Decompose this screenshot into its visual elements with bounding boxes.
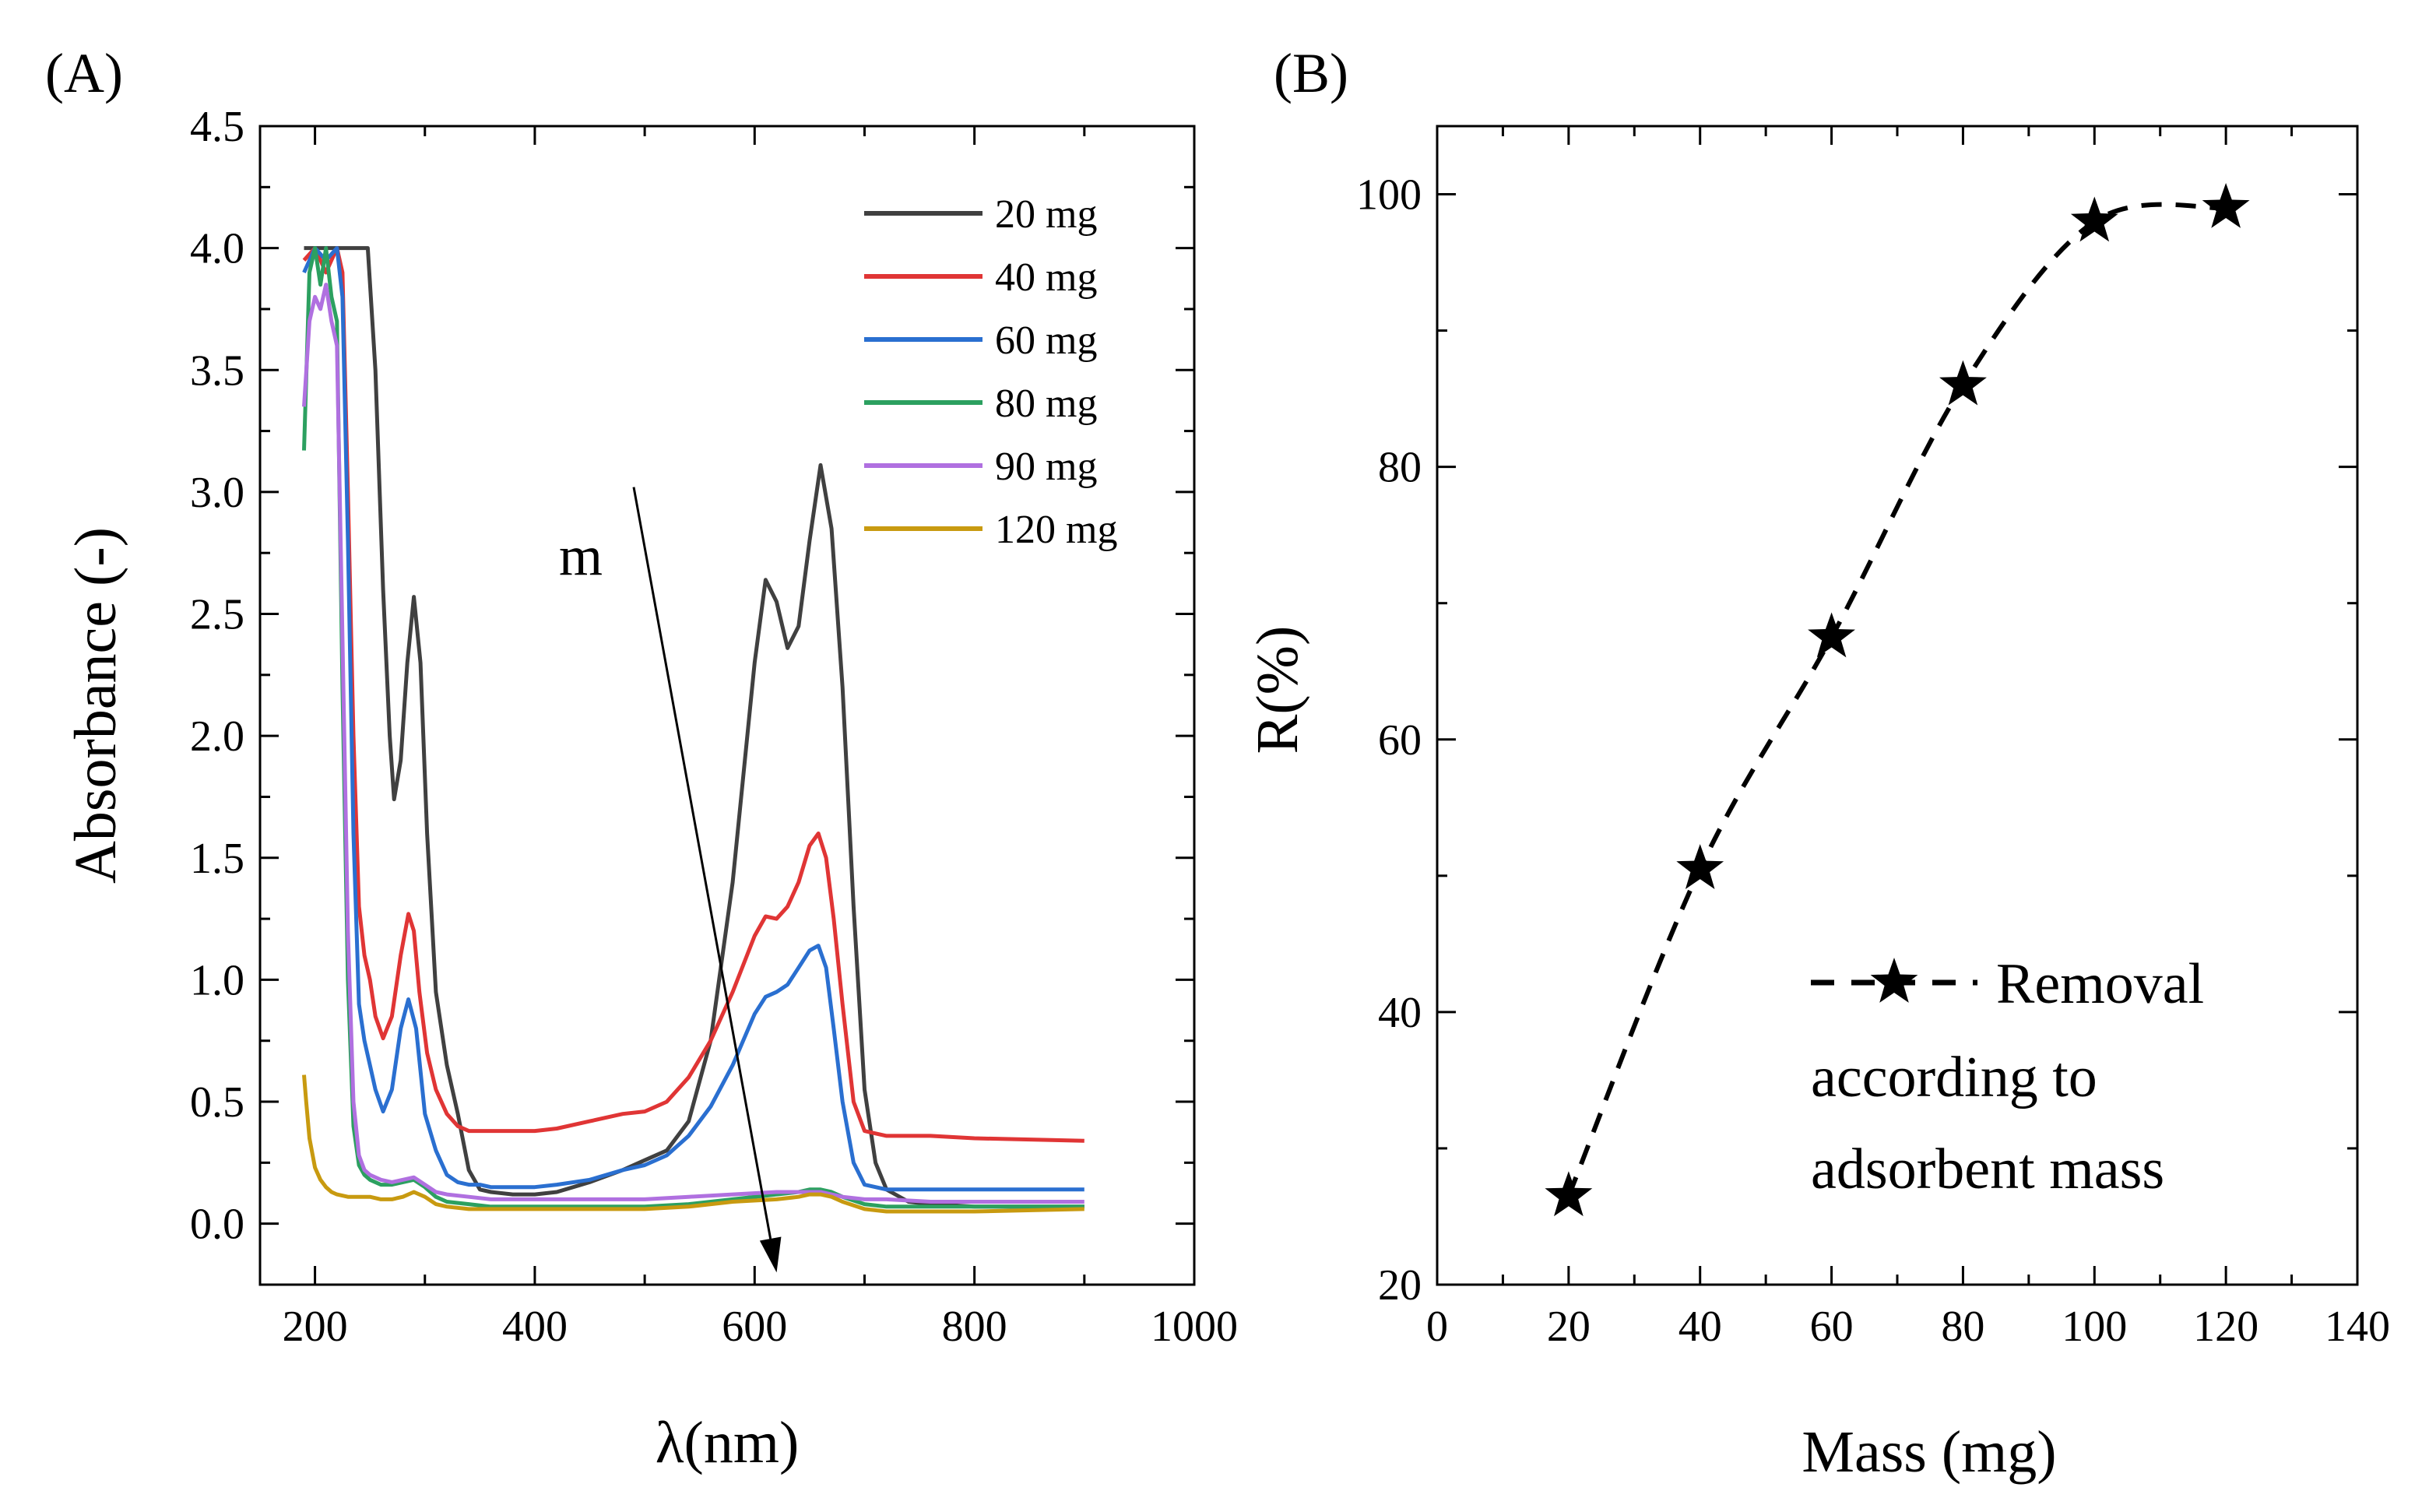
legend-star-marker (1870, 958, 1918, 1003)
y-tick-label-b: 40 (1378, 989, 1422, 1037)
legend-text-line-3: adsorbent mass (1811, 1138, 2164, 1201)
y-tick-label-b: 100 (1356, 171, 1422, 220)
series-line-40-mg (302, 246, 1084, 1143)
x-tick-label-b: 140 (2325, 1303, 2390, 1351)
legend-text-line-1: Removal (1996, 952, 2204, 1016)
y-tick-label-a: 4.0 (190, 225, 244, 273)
panel-a-series (302, 246, 1084, 1214)
x-tick-label-a: 600 (722, 1303, 787, 1351)
x-tick-label-a: 1000 (1151, 1303, 1238, 1351)
legend-label-20-mg: 20 mg (995, 192, 1097, 237)
panel-a-legend: 20 mg 40 mg 60 mg 80 mg 90 mg 120 mg (864, 192, 1117, 552)
panel-a-y-title: Absorbance (-) (63, 527, 128, 884)
panel-b-plot-frame (1436, 125, 2359, 1286)
legend-label-80-mg: 80 mg (995, 382, 1097, 426)
removal-star-point (1676, 844, 1724, 889)
removal-star-point (1545, 1171, 1593, 1217)
series-line-20-mg (304, 246, 1084, 1209)
y-tick-label-a: 2.5 (190, 591, 244, 639)
x-tick-label-a: 200 (283, 1303, 348, 1351)
trend-label-m: m (559, 525, 603, 587)
y-tick-label-a: 3.0 (190, 469, 244, 517)
trend-arrow (632, 487, 772, 1239)
panel-a-annotation: m (559, 487, 782, 1273)
x-tick-label-b: 100 (2062, 1303, 2127, 1351)
y-tick-label-a: 0.0 (190, 1201, 244, 1249)
panel-b-legend: Removal according to adsorbent mass (1811, 952, 2204, 1201)
removal-star-point (2202, 183, 2250, 228)
series-line-90-mg (302, 283, 1084, 1204)
x-tick-label-b: 40 (1679, 1303, 1722, 1351)
y-tick-label-b: 80 (1378, 444, 1422, 492)
y-tick-label-a: 2.0 (190, 712, 244, 761)
y-tick-label-a: 0.5 (190, 1078, 244, 1127)
x-tick-label-b: 60 (1810, 1303, 1854, 1351)
x-tick-label-b: 80 (1941, 1303, 1984, 1351)
removal-star-point (2070, 196, 2118, 242)
y-tick-label-a: 1.5 (190, 835, 244, 883)
legend-label-90-mg: 90 mg (995, 445, 1097, 489)
panel-a-plot-frame (258, 125, 1196, 1286)
panel-b-y-title: R(%) (1245, 626, 1310, 754)
x-tick-label-b: 20 (1547, 1303, 1591, 1351)
y-tick-label-a: 1.0 (190, 956, 244, 1004)
x-tick-label-a: 800 (942, 1303, 1007, 1351)
legend-label-60-mg: 60 mg (995, 318, 1097, 363)
panel-b-series (1545, 183, 2250, 1217)
panel-a-ticks: 200 400 600 800 1000 0.0 0.5 1.0 1.5 2.0 2.5 3.0 3.5… (190, 103, 1238, 1351)
trend-arrowhead (759, 1236, 782, 1273)
legend-label-120-mg: 120 mg (995, 508, 1117, 552)
panel-a-x-title: λ(nm) (656, 1410, 800, 1475)
series-line-120-mg (302, 1074, 1084, 1214)
y-tick-label-a: 3.5 (190, 346, 244, 395)
y-tick-label-a: 4.5 (190, 103, 244, 151)
y-tick-label-b: 60 (1378, 716, 1422, 765)
panel-b-x-title: Mass (mg) (1802, 1419, 2056, 1485)
panel-a: (A) 200 400 600 800 1000 0.0 0.5 1.0 1.5 2.0 2.5 3.… (45, 42, 1238, 1475)
x-tick-label-a: 400 (502, 1303, 568, 1351)
legend-text-line-2: according to (1811, 1046, 2097, 1109)
x-tick-label-b: 0 (1426, 1303, 1448, 1351)
panel-a-label: (A) (45, 42, 123, 104)
y-tick-label-b: 20 (1378, 1261, 1422, 1310)
legend-label-40-mg: 40 mg (995, 255, 1097, 300)
series-line-60-mg (302, 246, 1084, 1192)
x-tick-label-b: 120 (2193, 1303, 2259, 1351)
removal-star-point (1939, 360, 1987, 406)
removal-star-point (1808, 612, 1855, 658)
panel-b-label: (B) (1274, 42, 1348, 104)
